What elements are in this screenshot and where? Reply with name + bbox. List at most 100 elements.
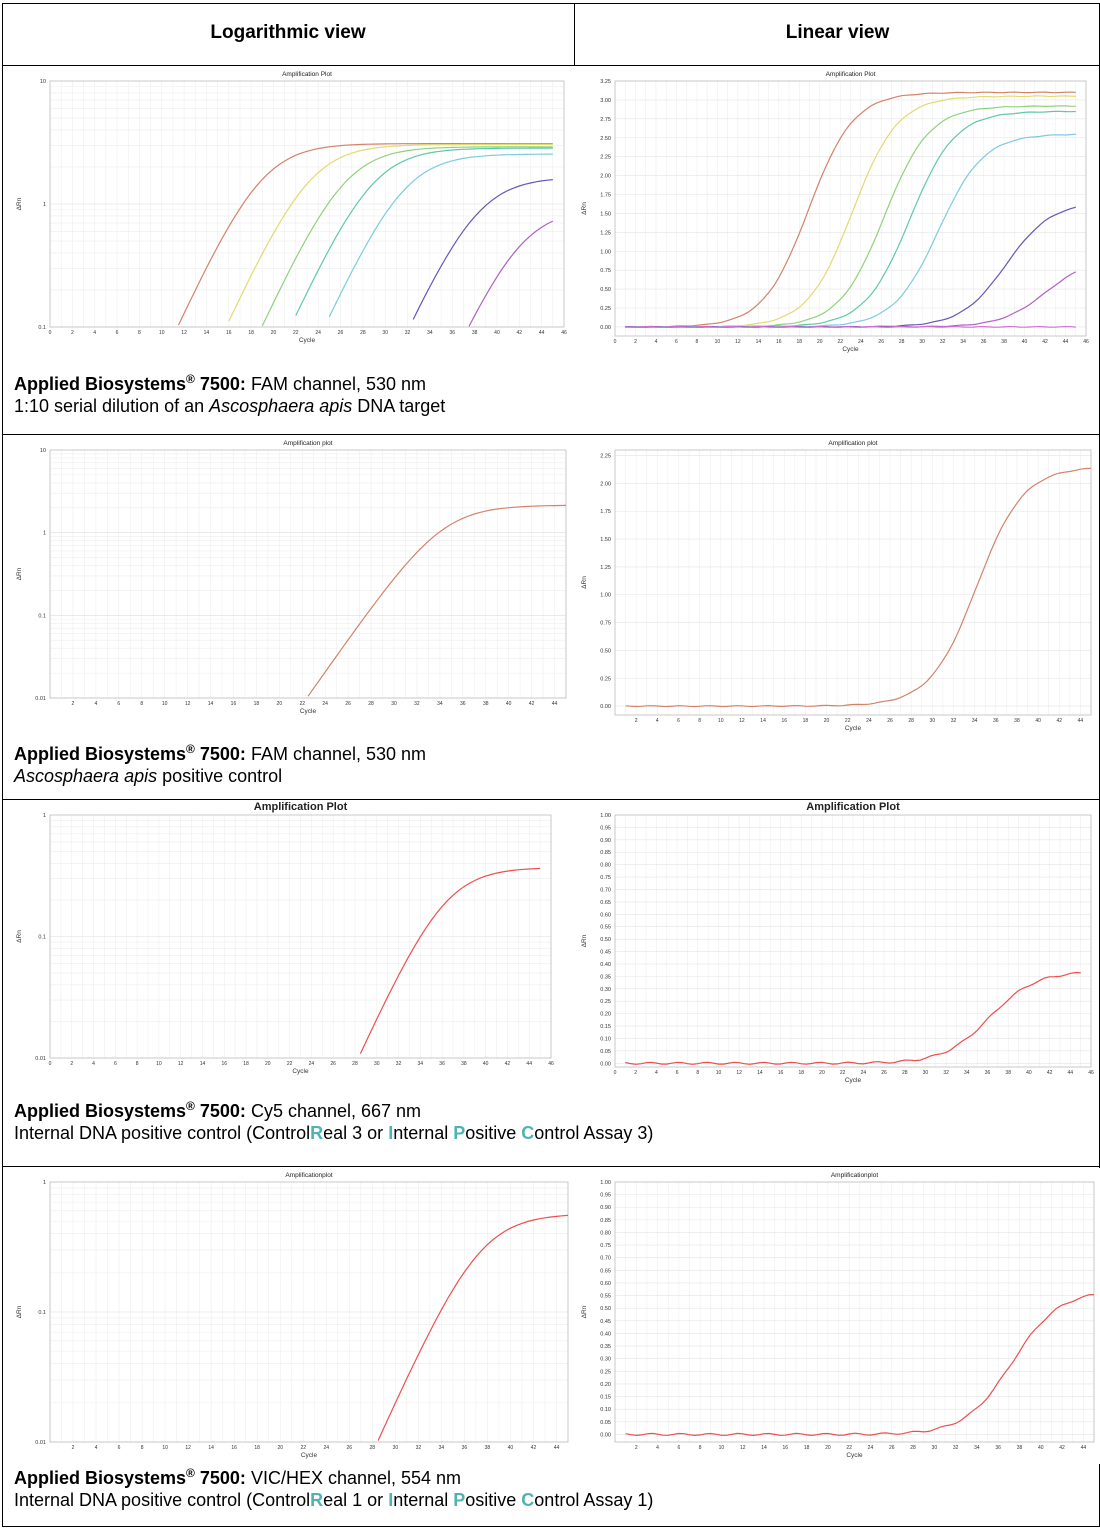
y-tick-label: 0.05 [600,1420,611,1426]
x-tick-label: 46 [1083,339,1089,345]
x-tick-label: 36 [462,1445,468,1451]
x-tick-label: 10 [162,1445,168,1451]
y-tick-label: 0.00 [600,1432,611,1438]
x-tick-label: 16 [776,339,782,345]
x-tick-label: 22 [840,1070,846,1076]
x-tick-label: 36 [993,718,999,724]
y-tick-label: 0.00 [600,1061,611,1067]
x-tick-label: 16 [781,718,787,724]
y-tick-label: 2.00 [600,481,611,487]
x-tick-label: 34 [418,1061,424,1067]
y-tick-label: 2.25 [600,155,611,161]
y-tick-label: 1 [43,531,46,537]
x-tick-label: 20 [265,1061,271,1067]
x-tick-label: 24 [861,1070,867,1076]
x-tick-label: 12 [178,1061,184,1067]
x-tick-label: 26 [347,1445,353,1451]
y-tick-label: 0.65 [600,1268,611,1274]
x-tick-label: 8 [141,1445,144,1451]
x-tick-label: 14 [204,330,210,336]
y-tick-label: 0.75 [600,621,611,627]
series-line [625,971,1081,1065]
caption-row2-line2: Ascosphaera apis positive control [14,765,426,787]
x-tick-label: 12 [735,339,741,345]
series-line [468,220,554,327]
series-line [625,467,1092,708]
x-tick-label: 6 [677,718,680,724]
y-tick-label: 0.15 [600,1395,611,1401]
x-tick-label: 30 [382,330,388,336]
y-tick-label: 1.50 [600,537,611,543]
y-axis-label: ΔRn [581,576,588,589]
x-tick-label: 4 [92,1061,95,1067]
x-tick-label: 18 [243,1061,249,1067]
y-tick-label: 0.40 [600,962,611,968]
series-line [377,1214,569,1441]
x-tick-label: 34 [437,701,443,707]
x-tick-label: 30 [930,718,936,724]
x-tick-label: 10 [159,330,165,336]
ipc-text: ositive [465,1123,522,1143]
y-tick-label: 0.65 [600,900,611,906]
x-tick-label: 18 [254,1445,260,1451]
y-tick-label: 0.40 [600,1331,611,1337]
x-tick-label: 42 [1042,339,1048,345]
y-tick-label: 0.85 [600,850,611,856]
x-tick-label: 20 [277,701,283,707]
caption-channel: VIC/HEX channel, 554 nm [245,1468,462,1488]
x-tick-label: 22 [846,1445,852,1451]
x-tick-label: 4 [655,1070,658,1076]
y-tick-label: 0.35 [600,1344,611,1350]
y-tick-label: 0.50 [600,287,611,293]
x-tick-label: 18 [797,339,803,345]
x-tick-label: 32 [943,1070,949,1076]
ipc-text: Internal DNA positive control (Control [14,1123,311,1143]
ipc-text: eal 3 or [323,1123,389,1143]
chart-background [577,67,1092,358]
caption-row2-line1: Applied Biosystems® 7500: FAM channel, 5… [14,738,426,765]
x-tick-label: 10 [715,339,721,345]
plot-area-border [614,1181,1095,1443]
y-axis-label: ΔRn [16,1305,23,1318]
chart-background [12,436,572,720]
y-tick-label: 0.20 [600,1382,611,1388]
x-tick-label: 34 [439,1445,445,1451]
x-tick-label: 12 [736,1070,742,1076]
x-axis-label: Cycle [845,1077,862,1084]
caption-channel: FAM channel, 530 nm [245,374,427,394]
x-tick-label: 36 [985,1070,991,1076]
y-tick-label: 0.80 [600,1230,611,1236]
y-tick-label: 0.75 [600,1243,611,1249]
row-divider [2,1166,1100,1167]
x-tick-label: 34 [427,330,433,336]
x-tick-label: 10 [719,1445,725,1451]
x-tick-label: 22 [845,718,851,724]
x-tick-label: 12 [739,718,745,724]
x-tick-label: 16 [783,1445,789,1451]
header-linear-view: Linear view [785,22,890,43]
ipc-text: nternal [393,1490,454,1510]
y-tick-label: 0.25 [600,306,611,312]
x-axis-label: Cycle [292,1068,309,1075]
ipc-highlight: I [388,1490,394,1510]
row-divider [2,434,1100,435]
caption-desc-prefix: 1:10 serial dilution of an [14,396,210,416]
x-tick-label: 44 [526,1061,532,1067]
x-tick-label: 4 [656,718,659,724]
y-tick-label: 2.50 [600,136,611,142]
x-tick-label: 12 [740,1445,746,1451]
x-tick-label: 42 [531,1445,537,1451]
y-tick-label: 0.75 [600,875,611,881]
x-tick-label: 0 [614,1070,617,1076]
y-tick-label: 1.00 [600,813,611,819]
x-tick-label: 38 [483,701,489,707]
y-tick-label: 1 [43,202,46,208]
chart-title: Amplification Plot [254,801,348,813]
x-tick-label: 28 [352,1061,358,1067]
y-tick-label: 10 [40,79,46,85]
y-axis-label: ΔRn [581,1305,588,1318]
x-tick-label: 44 [539,330,545,336]
caption-row1-line2: 1:10 serial dilution of an Ascosphaera a… [14,395,445,417]
chart-title: Amplification Plot [826,71,876,78]
